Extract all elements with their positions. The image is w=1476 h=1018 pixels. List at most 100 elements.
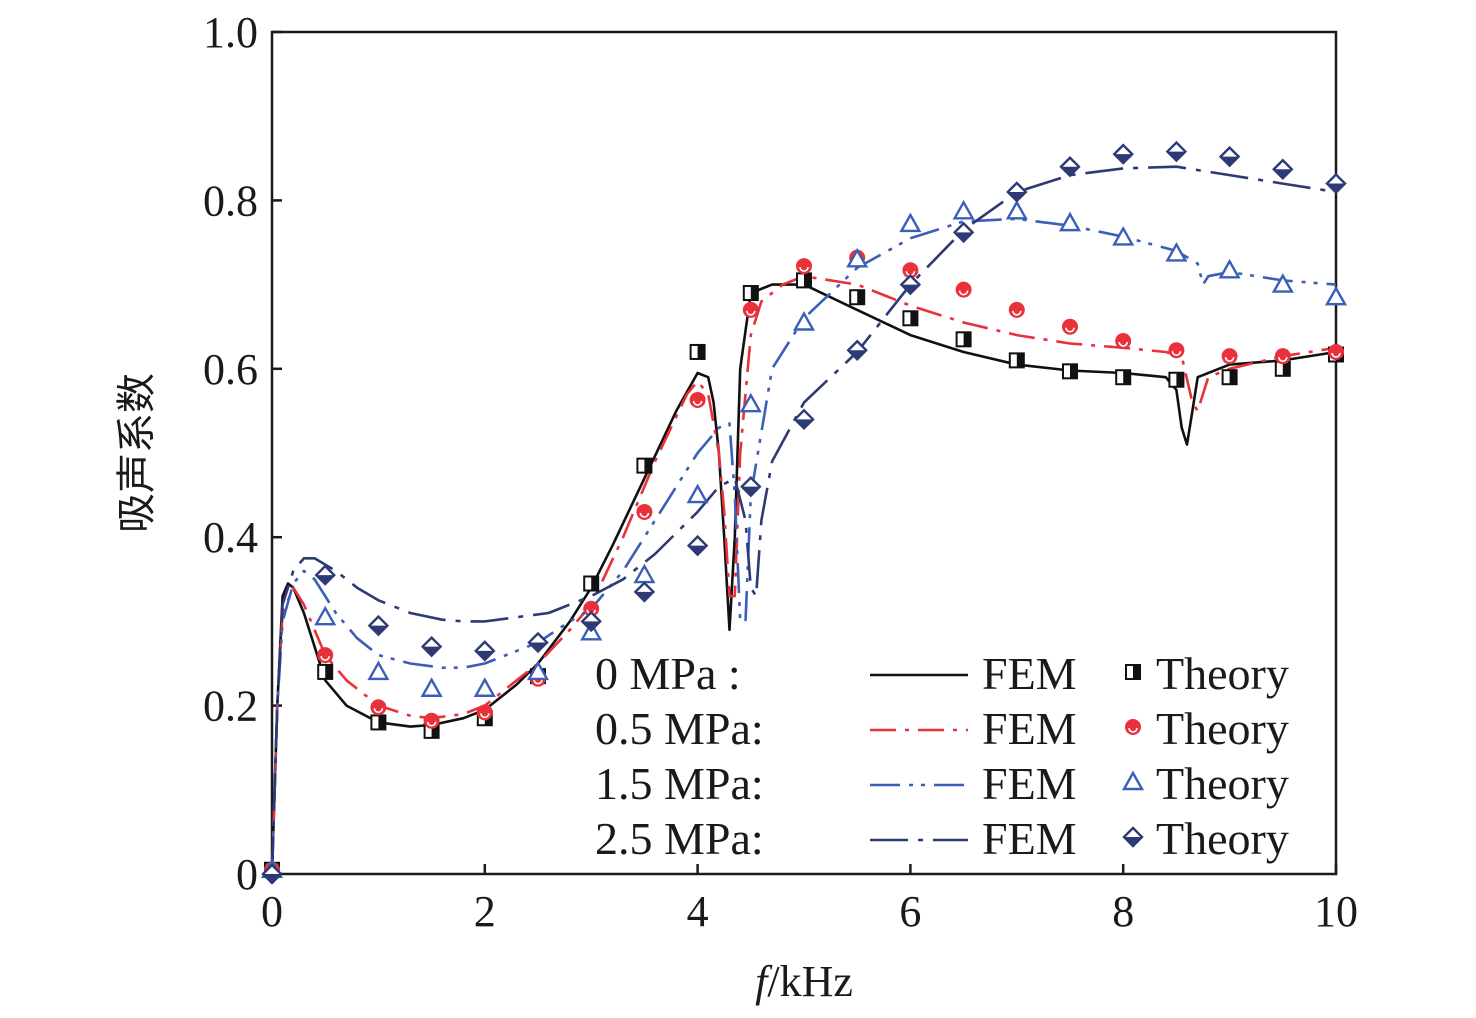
theory-point-series-3 (367, 614, 390, 637)
y-tick-labels: 0 0.2 0.4 0.6 0.8 1.0 (203, 8, 258, 899)
theory-point-series-0 (955, 331, 972, 348)
series-markers (260, 140, 1348, 885)
y-axis-title: 吸声系数 (114, 373, 160, 533)
theory-point-series-1 (796, 258, 812, 275)
theory-point-series-1 (370, 699, 387, 716)
theory-point-series-2 (1112, 226, 1135, 246)
x-tick-label: 2 (474, 887, 496, 936)
theory-point-series-3 (952, 221, 975, 244)
theory-point-series-0 (742, 285, 759, 302)
theory-point-series-2 (367, 660, 390, 681)
theory-point-series-0 (1008, 352, 1025, 369)
y-tick-label: 0.8 (203, 176, 258, 225)
theory-point-series-2 (846, 247, 869, 268)
theory-point-series-3 (474, 640, 496, 662)
theory-point-series-3 (1165, 140, 1188, 163)
legend-marker-sample-0 (1125, 664, 1141, 680)
x-axis-title: f/kHz (755, 957, 853, 1006)
theory-point-series-3 (899, 273, 922, 296)
fem-line-series-3 (270, 165, 1337, 875)
y-tick-label: 0.2 (203, 682, 258, 731)
theory-point-series-2 (1005, 199, 1028, 220)
theory-point-series-3 (420, 635, 443, 658)
y-tick-label: 0 (236, 850, 258, 899)
legend-theory-label-3: Theory (1156, 813, 1289, 864)
theory-point-series-3 (1059, 156, 1081, 178)
y-tick-label: 1.0 (203, 8, 258, 57)
theory-point-series-1 (742, 301, 759, 318)
x-tick-label: 6 (899, 887, 921, 936)
legend-fem-label-3: FEM (982, 813, 1077, 864)
theory-point-series-2 (1324, 285, 1348, 306)
theory-point-series-3 (686, 534, 709, 557)
theory-point-series-3 (846, 339, 868, 361)
theory-point-series-2 (952, 199, 975, 220)
theory-point-series-2 (1058, 211, 1082, 232)
theory-point-series-3 (1218, 145, 1241, 168)
theory-point-series-3 (1006, 181, 1028, 203)
theory-point-series-1 (317, 647, 334, 664)
theory-point-series-2 (526, 660, 550, 681)
theory-point-series-0 (689, 343, 706, 360)
y-tick-label: 0.6 (203, 345, 258, 394)
legend-theory-label-0: Theory (1156, 648, 1289, 699)
theory-point-series-1 (689, 391, 706, 408)
theory-point-series-1 (1274, 348, 1291, 365)
x-tick-label: 8 (1112, 887, 1134, 936)
legend-theory-label-2: Theory (1156, 758, 1289, 809)
theory-point-series-1 (423, 712, 440, 729)
theory-point-series-1 (1115, 333, 1132, 350)
x-tick-label: 0 (261, 887, 283, 936)
theory-point-series-0 (636, 457, 653, 474)
theory-point-series-2 (1218, 258, 1241, 279)
x-tick-label: 10 (1314, 887, 1358, 936)
theory-point-series-0 (583, 575, 600, 592)
legend-pressure-label-0: 0 MPa : (595, 648, 741, 699)
theory-point-series-2 (314, 605, 337, 626)
theory-point-series-0 (902, 310, 919, 327)
theory-point-series-2 (792, 311, 816, 331)
theory-point-series-1 (1168, 342, 1185, 359)
theory-point-series-3 (314, 564, 336, 586)
theory-point-series-1 (1062, 318, 1078, 335)
legend-marker-sample-1 (1125, 719, 1141, 735)
legend-marker-sample-2 (1121, 770, 1145, 791)
legend-pressure-label-3: 2.5 MPa: (595, 813, 764, 864)
theory-point-series-1 (955, 281, 972, 298)
theory-point-series-3 (527, 631, 549, 654)
theory-point-series-2 (420, 677, 443, 697)
theory-point-series-2 (1165, 241, 1188, 262)
theory-point-series-1 (1328, 343, 1344, 360)
legend-marker-sample-3 (1122, 826, 1144, 848)
theory-point-series-1 (1221, 348, 1238, 365)
theory-point-series-0 (1115, 369, 1132, 386)
theory-point-series-2 (1271, 273, 1294, 293)
theory-point-series-0 (796, 272, 812, 289)
theory-point-series-3 (1112, 143, 1134, 165)
theory-point-series-3 (1272, 158, 1294, 180)
fem-line-series-2 (270, 217, 1337, 875)
x-tick-label: 4 (687, 887, 709, 936)
legend-fem-label-2: FEM (982, 758, 1077, 809)
plot-frame (270, 30, 1338, 876)
theory-point-series-3 (793, 408, 815, 431)
theory-point-series-2 (899, 212, 922, 233)
theory-point-series-1 (636, 503, 653, 520)
theory-point-series-2 (686, 483, 709, 504)
theory-point-series-2 (473, 677, 496, 697)
legend: 0 MPa : FEM Theory 0.5 MPa: FEM Theory 1.5 MPa… (595, 648, 1289, 864)
theory-point-series-0 (849, 289, 866, 306)
theory-point-series-3 (633, 581, 656, 603)
legend-pressure-label-2: 1.5 MPa: (595, 758, 764, 809)
theory-point-series-3 (580, 610, 602, 633)
legend-fem-label-0: FEM (982, 648, 1077, 699)
theory-point-series-3 (1325, 172, 1347, 195)
theory-point-series-0 (1168, 371, 1185, 388)
theory-point-series-0 (1221, 369, 1238, 386)
legend-fem-label-1: FEM (982, 703, 1077, 754)
theory-point-series-3 (261, 863, 283, 885)
legend-theory-label-1: Theory (1156, 703, 1289, 754)
theory-point-series-0 (1062, 363, 1078, 380)
theory-point-series-1 (476, 704, 493, 721)
